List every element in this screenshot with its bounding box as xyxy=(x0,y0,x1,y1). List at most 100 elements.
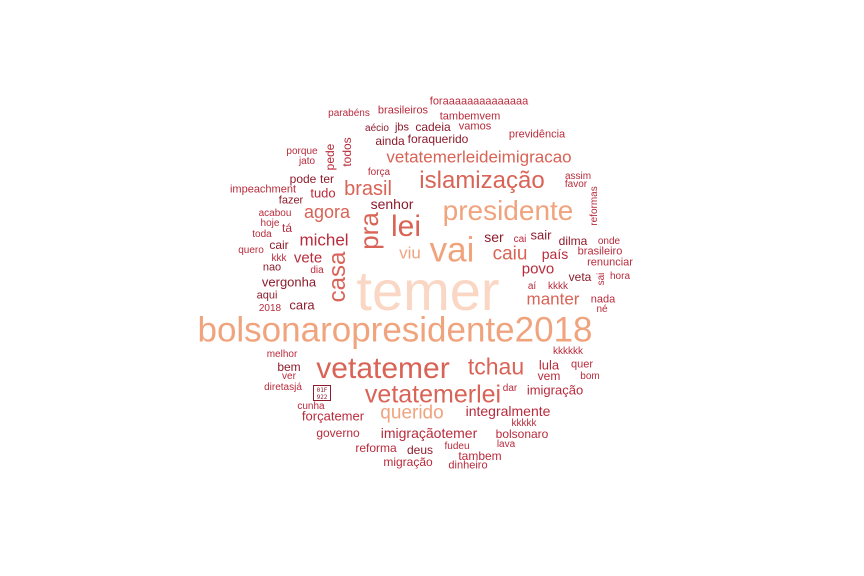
word-migracao: migração xyxy=(383,455,433,469)
word-favor: favor xyxy=(564,179,588,190)
word-forcatemer: forçatemer xyxy=(301,408,365,424)
word-renunciar: renunciar xyxy=(587,256,633,269)
word-assim: assim xyxy=(564,171,592,182)
word-aqui: aqui xyxy=(256,289,278,302)
word-dia: dia xyxy=(310,265,324,276)
word-veta: veta xyxy=(568,270,592,284)
word-tudo: tudo xyxy=(310,185,336,201)
word-previdencia: previdência xyxy=(508,128,566,141)
word-povo: povo xyxy=(521,260,555,278)
word-vetatemerlei: vetatemerlei xyxy=(364,380,502,409)
word-lula: lula xyxy=(538,357,560,373)
word-casa: casa xyxy=(324,251,351,303)
word-reforma: reforma xyxy=(355,441,397,455)
word-vergonha: vergonha xyxy=(261,274,317,290)
word-jato: jato xyxy=(298,156,316,167)
word-acabou: acabou xyxy=(258,208,292,219)
word-brasil: brasil xyxy=(344,178,392,200)
word-ta: tá xyxy=(281,221,293,235)
word-kkkkkk: kkkkkk xyxy=(553,346,583,357)
word-senhor: senhor xyxy=(370,196,414,212)
word-temer: temer xyxy=(356,259,500,322)
word-vete: vete xyxy=(293,249,323,267)
word-melhor: melhor xyxy=(266,349,298,360)
word-foraquerido: foraquerido xyxy=(407,132,469,146)
word-aecio: aécio xyxy=(365,123,389,134)
word-dinheiro: dinheiro xyxy=(448,459,488,472)
word-vetatemerleideimigracao: vetatemerleideimigracao xyxy=(386,147,572,167)
word-islamizacao: islamização xyxy=(419,167,545,194)
word-onde: onde xyxy=(597,236,621,247)
word-ver: ver xyxy=(282,371,296,382)
word-agora: agora xyxy=(303,202,351,222)
word-nada: nada xyxy=(590,293,616,306)
word-ter: ter xyxy=(319,172,335,186)
word-ne: né xyxy=(596,304,608,315)
word-kkkkk: kkkkk xyxy=(511,418,537,429)
word-impeachment: impeachment xyxy=(229,183,297,196)
word-manter: manter xyxy=(526,289,580,309)
word-parabens: parabéns xyxy=(328,108,370,119)
word-cair: cair xyxy=(269,238,289,252)
word-jbs: jbs xyxy=(394,121,410,134)
word-pais: país xyxy=(541,246,569,262)
word-fazer: fazer xyxy=(278,194,304,207)
word-nao: nao xyxy=(262,261,282,274)
word-lava: lava xyxy=(496,439,516,450)
word-dilma: dilma xyxy=(558,234,588,248)
word-cai: cai xyxy=(513,234,527,245)
word-ser: ser xyxy=(484,229,504,245)
word-pode: pode xyxy=(289,172,317,186)
word-todos: todos xyxy=(340,137,354,167)
word-cara: cara xyxy=(289,297,315,313)
word-presidente: presidente xyxy=(442,195,574,226)
word-forca: força xyxy=(367,167,391,178)
word-vem: vem xyxy=(537,369,561,383)
word-ainda: ainda xyxy=(375,134,405,148)
word-toda: toda xyxy=(252,229,272,240)
word-imigracao: imigração xyxy=(526,382,584,398)
word-pra: pra xyxy=(354,212,384,250)
word-querido: querido xyxy=(380,402,444,424)
word-cunha: cunha xyxy=(297,401,325,412)
word-quero: quero xyxy=(238,245,264,256)
word-deus: deus xyxy=(406,443,434,457)
word-ai: aí xyxy=(527,281,537,292)
missing-emoji-glyph-icon: 01F 922 xyxy=(313,385,331,401)
word-bom: bom xyxy=(580,371,600,382)
word-hoje: hoje xyxy=(260,218,280,229)
word-michel: michel xyxy=(299,230,349,250)
word-hora: hora xyxy=(609,271,631,282)
word-tambemvem: tambemvem xyxy=(439,110,501,123)
word-brasileiros: brasileiros xyxy=(377,104,429,117)
word-caiu: caiu xyxy=(492,243,528,265)
word-bolsonaropresidente2018: bolsonaropresidente2018 xyxy=(197,310,593,350)
word-cadeia: cadeia xyxy=(415,120,451,134)
word-integralmente: integralmente xyxy=(465,403,551,419)
word-sair: sair xyxy=(530,227,552,243)
word-quer: quer xyxy=(570,358,594,371)
word-kkk: kkk xyxy=(271,253,287,264)
word-porque: porque xyxy=(286,146,318,157)
word-kkkk: kkkk xyxy=(548,281,568,292)
word-fudeu: fudeu xyxy=(444,441,470,452)
word-dar: dar xyxy=(502,383,518,394)
word-foraaaaaaaaaaaaaa: foraaaaaaaaaaaaaa xyxy=(429,95,529,108)
word-lei: lei xyxy=(390,210,422,243)
word-vetatemer: vetatemer xyxy=(316,352,450,385)
word-brasileiro: brasileiro xyxy=(577,245,623,258)
word-tchau: tchau xyxy=(467,353,525,380)
word-sai: sai xyxy=(596,272,607,286)
word-governo: governo xyxy=(316,426,360,440)
word-viu: viu xyxy=(399,243,421,263)
word-vamos: vamos xyxy=(458,120,492,133)
word-bem: bem xyxy=(277,360,301,374)
word-2018: 2018 xyxy=(258,303,282,314)
word-vai: vai xyxy=(429,230,475,270)
word-diretasja: diretasjá xyxy=(264,382,302,393)
word-tambem: tambem xyxy=(458,449,502,463)
word-reformas: reformas xyxy=(589,186,600,226)
word-bolsonaro: bolsonaro xyxy=(495,427,549,441)
word-imigracaotemer: imigraçãotemer xyxy=(380,425,478,441)
